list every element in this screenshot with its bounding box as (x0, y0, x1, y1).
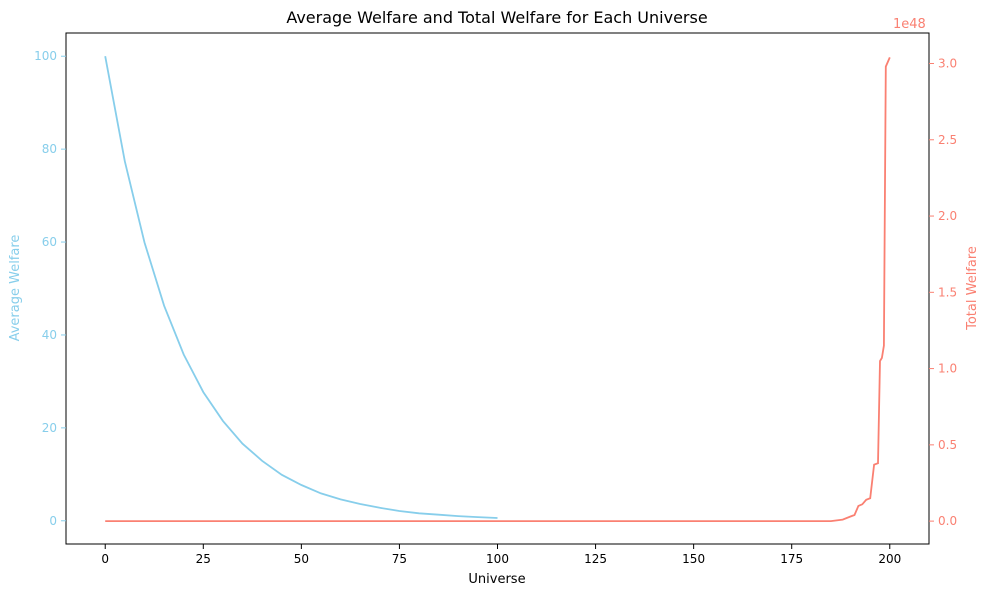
right-y-tick-label: 3.0 (938, 57, 957, 71)
left-y-tick-label: 40 (42, 328, 57, 342)
series-layer (104, 56, 891, 522)
right-y-axis-ticks: 0.0 0.5 1.0 1.5 2.0 2.5 3.0 (929, 57, 957, 528)
right-y-tick-label: 0.5 (938, 438, 957, 452)
right-y-tick-label: 0.0 (938, 514, 957, 528)
x-tick-label: 125 (584, 552, 607, 566)
x-axis-ticks: 0 25 50 75 100 125 150 175 200 (101, 544, 901, 566)
x-tick-label: 0 (101, 552, 109, 566)
right-y-tick-label: 1.0 (938, 362, 957, 376)
plot-frame (65, 32, 930, 545)
total-welfare-line (105, 57, 891, 522)
right-y-tick-label: 2.0 (938, 209, 957, 223)
chart-title: Average Welfare and Total Welfare for Ea… (286, 8, 707, 27)
left-y-axis-ticks: 0 20 40 60 80 100 (34, 49, 66, 528)
right-y-axis-label: Total Welfare (965, 246, 980, 331)
left-y-axis-label: Average Welfare (8, 235, 23, 342)
left-y-tick-label: 60 (42, 235, 57, 249)
right-y-tick-label: 2.5 (938, 133, 957, 147)
left-y-tick-label: 0 (49, 514, 57, 528)
x-tick-label: 25 (196, 552, 211, 566)
x-tick-label: 200 (878, 552, 901, 566)
x-tick-label: 175 (780, 552, 803, 566)
average-welfare-line (104, 56, 498, 519)
right-axis-offset-label: 1e48 (893, 17, 926, 32)
right-y-tick-label: 1.5 (938, 285, 957, 299)
x-axis-label: Universe (468, 572, 525, 587)
x-tick-label: 100 (486, 552, 509, 566)
left-y-tick-label: 80 (42, 142, 57, 156)
x-tick-label: 50 (294, 552, 309, 566)
x-tick-label: 150 (682, 552, 705, 566)
x-tick-label: 75 (392, 552, 407, 566)
left-y-tick-label: 100 (34, 49, 57, 63)
left-y-tick-label: 20 (42, 421, 57, 435)
